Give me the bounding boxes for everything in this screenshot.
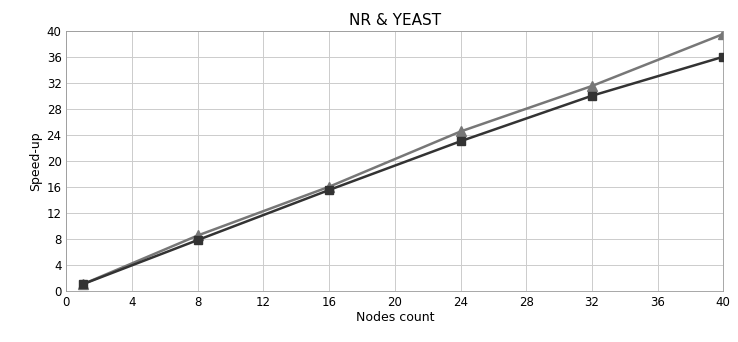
- NR: [719, 32, 728, 36]
- NR: [193, 233, 202, 237]
- YEAST: [193, 238, 202, 242]
- YEAST: [325, 188, 334, 192]
- NR: [587, 84, 596, 88]
- Line: YEAST: YEAST: [79, 53, 728, 288]
- Line: NR: NR: [78, 29, 728, 289]
- YEAST: [719, 55, 728, 59]
- X-axis label: Nodes count: Nodes count: [356, 311, 434, 324]
- NR: [78, 282, 87, 286]
- YEAST: [78, 282, 87, 286]
- NR: [325, 185, 334, 189]
- NR: [456, 129, 465, 133]
- YEAST: [587, 94, 596, 98]
- Title: NR & YEAST: NR & YEAST: [349, 13, 441, 28]
- Y-axis label: Speed-up: Speed-up: [30, 131, 42, 190]
- YEAST: [456, 139, 465, 143]
